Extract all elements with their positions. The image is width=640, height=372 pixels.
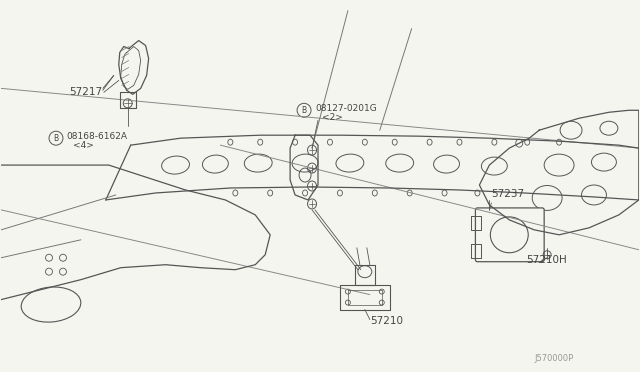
FancyBboxPatch shape xyxy=(476,208,544,262)
Text: 57210: 57210 xyxy=(370,317,403,327)
Text: 57210H: 57210H xyxy=(526,255,567,265)
Text: 57217: 57217 xyxy=(69,87,102,97)
Text: 08127-0201G: 08127-0201G xyxy=(315,104,377,113)
Text: B: B xyxy=(301,106,307,115)
Text: <4>: <4> xyxy=(73,141,94,150)
Text: J570000P: J570000P xyxy=(534,355,573,363)
Text: <2>: <2> xyxy=(322,113,343,122)
Text: 57237: 57237 xyxy=(492,189,525,199)
Text: 08168-6162A: 08168-6162A xyxy=(66,132,127,141)
Text: B: B xyxy=(53,134,58,143)
